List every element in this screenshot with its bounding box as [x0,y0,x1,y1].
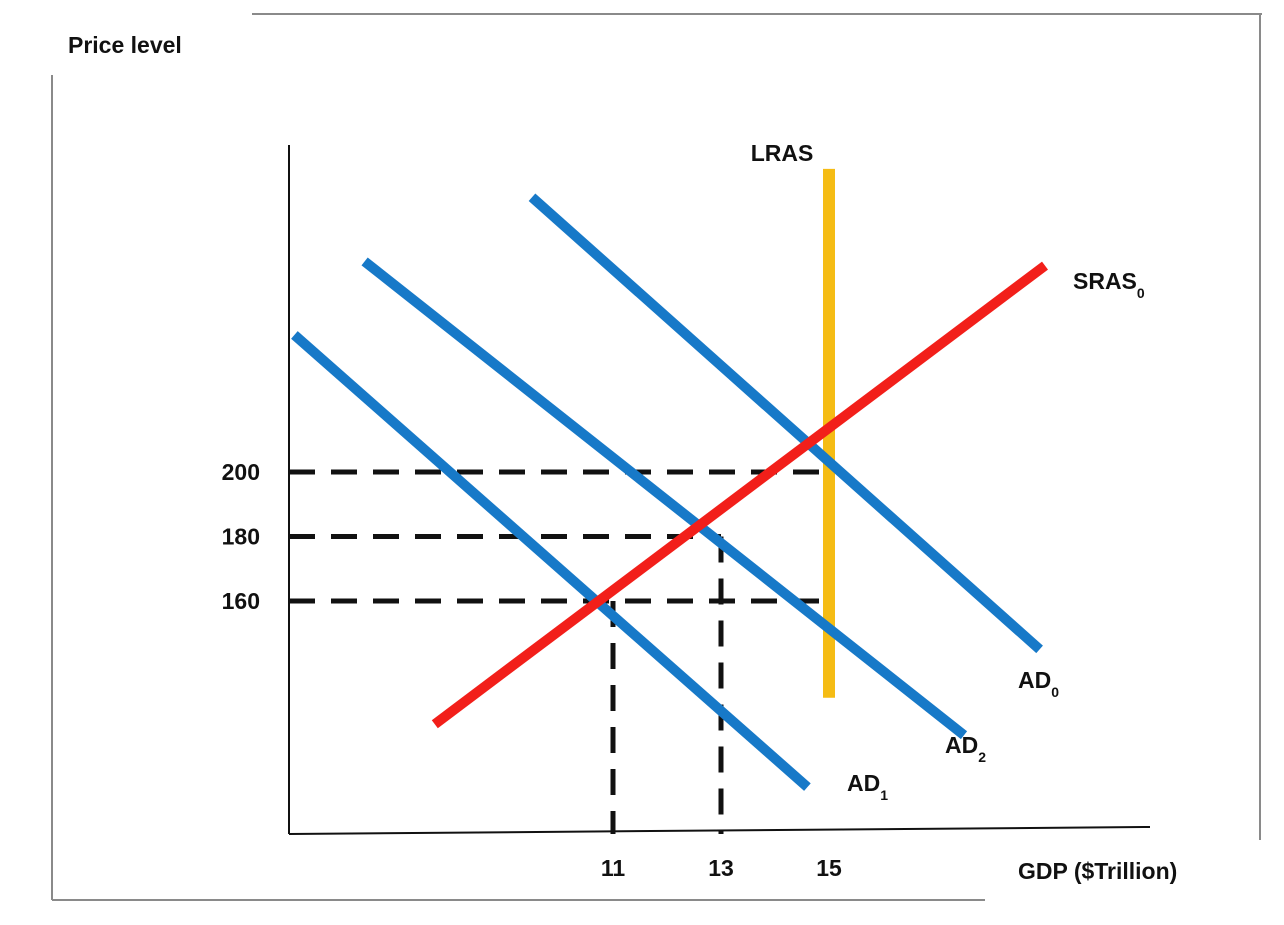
sras0-curve [431,261,1049,729]
ad0-curve [528,193,1043,654]
ad0-label: AD0 [1018,667,1059,700]
x-tick-label-13: 13 [708,855,734,881]
curve-labels: LRAS SRAS0 AD0 AD2 AD1 [751,140,1145,803]
y-tick-label-200: 200 [222,459,260,485]
ad2-curve [361,257,968,740]
x-tick-label-15: 15 [816,855,842,881]
sras0-label: SRAS0 [1073,268,1145,301]
x-tick-label-11: 11 [601,855,626,881]
ad1-curve [291,331,811,791]
x-axis-label: GDP ($Trillion) [1018,858,1177,884]
y-axis-label: Price level [68,32,182,58]
tick-labels: 200 180 160 11 13 15 [222,459,842,881]
ad2-label: AD2 [945,732,986,765]
y-tick-label-180: 180 [222,524,260,550]
curves [291,168,1049,791]
lras-label: LRAS [751,140,814,166]
y-tick-label-160: 160 [222,588,260,614]
dashed-guides [289,469,829,834]
ad1-label: AD1 [847,770,888,803]
